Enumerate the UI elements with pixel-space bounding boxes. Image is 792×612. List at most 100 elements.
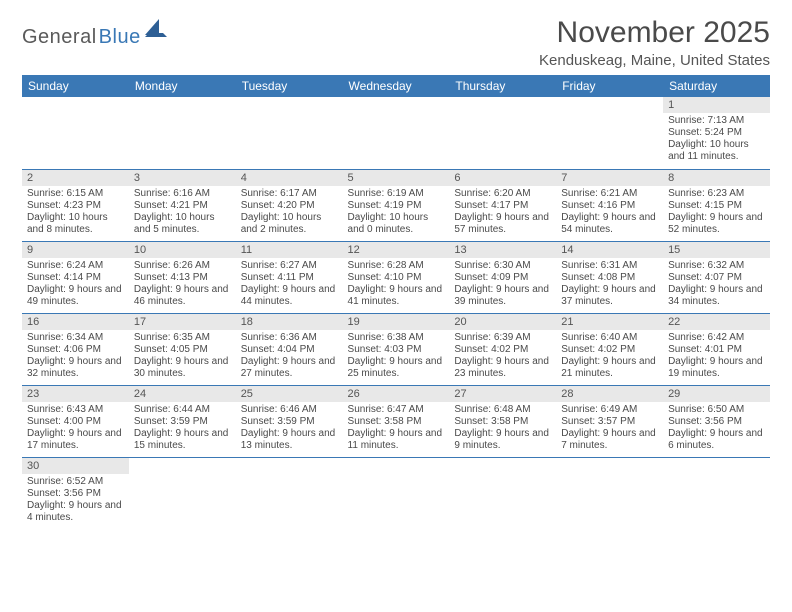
sunrise: Sunrise: 6:20 AM — [454, 188, 551, 200]
logo: General Blue — [22, 16, 167, 49]
day-number: 23 — [22, 386, 129, 402]
day-body: Sunrise: 6:50 AMSunset: 3:56 PMDaylight:… — [663, 402, 770, 455]
calendar-cell: 25Sunrise: 6:46 AMSunset: 3:59 PMDayligh… — [236, 385, 343, 457]
calendar-cell: 4Sunrise: 6:17 AMSunset: 4:20 PMDaylight… — [236, 169, 343, 241]
sunrise: Sunrise: 6:34 AM — [27, 332, 124, 344]
sunset: Sunset: 4:19 PM — [348, 200, 445, 212]
daylight: Daylight: 9 hours and 49 minutes. — [27, 284, 124, 308]
sunset: Sunset: 3:58 PM — [454, 416, 551, 428]
calendar-cell — [343, 457, 450, 529]
day-header: Monday — [129, 75, 236, 97]
calendar-cell: 17Sunrise: 6:35 AMSunset: 4:05 PMDayligh… — [129, 313, 236, 385]
sunrise: Sunrise: 6:16 AM — [134, 188, 231, 200]
calendar-cell: 23Sunrise: 6:43 AMSunset: 4:00 PMDayligh… — [22, 385, 129, 457]
day-number: 11 — [236, 242, 343, 258]
day-body: Sunrise: 6:40 AMSunset: 4:02 PMDaylight:… — [556, 330, 663, 383]
day-header: Thursday — [449, 75, 556, 97]
daylight: Daylight: 9 hours and 21 minutes. — [561, 356, 658, 380]
daylight: Daylight: 9 hours and 27 minutes. — [241, 356, 338, 380]
daylight: Daylight: 9 hours and 54 minutes. — [561, 212, 658, 236]
calendar-row: 2Sunrise: 6:15 AMSunset: 4:23 PMDaylight… — [22, 169, 770, 241]
day-body: Sunrise: 6:44 AMSunset: 3:59 PMDaylight:… — [129, 402, 236, 455]
day-body: Sunrise: 6:43 AMSunset: 4:00 PMDaylight:… — [22, 402, 129, 455]
sunrise: Sunrise: 6:42 AM — [668, 332, 765, 344]
calendar-cell: 24Sunrise: 6:44 AMSunset: 3:59 PMDayligh… — [129, 385, 236, 457]
sunset: Sunset: 4:08 PM — [561, 272, 658, 284]
sunrise: Sunrise: 6:30 AM — [454, 260, 551, 272]
page: General Blue November 2025 Kenduskeag, M… — [0, 0, 792, 545]
sunrise: Sunrise: 6:49 AM — [561, 404, 658, 416]
daylight: Daylight: 9 hours and 4 minutes. — [27, 500, 124, 524]
calendar-head: SundayMondayTuesdayWednesdayThursdayFrid… — [22, 75, 770, 97]
day-body: Sunrise: 6:46 AMSunset: 3:59 PMDaylight:… — [236, 402, 343, 455]
day-body: Sunrise: 6:36 AMSunset: 4:04 PMDaylight:… — [236, 330, 343, 383]
daylight: Daylight: 9 hours and 52 minutes. — [668, 212, 765, 236]
sunrise: Sunrise: 6:39 AM — [454, 332, 551, 344]
sunrise: Sunrise: 6:40 AM — [561, 332, 658, 344]
daylight: Daylight: 9 hours and 32 minutes. — [27, 356, 124, 380]
day-body: Sunrise: 7:13 AMSunset: 5:24 PMDaylight:… — [663, 113, 770, 166]
day-number: 19 — [343, 314, 450, 330]
daylight: Daylight: 9 hours and 34 minutes. — [668, 284, 765, 308]
daylight: Daylight: 9 hours and 7 minutes. — [561, 428, 658, 452]
calendar-cell: 27Sunrise: 6:48 AMSunset: 3:58 PMDayligh… — [449, 385, 556, 457]
day-number: 12 — [343, 242, 450, 258]
daylight: Daylight: 9 hours and 37 minutes. — [561, 284, 658, 308]
day-header: Tuesday — [236, 75, 343, 97]
day-number: 14 — [556, 242, 663, 258]
day-body: Sunrise: 6:17 AMSunset: 4:20 PMDaylight:… — [236, 186, 343, 239]
daylight: Daylight: 9 hours and 44 minutes. — [241, 284, 338, 308]
sunset: Sunset: 4:23 PM — [27, 200, 124, 212]
sunrise: Sunrise: 6:52 AM — [27, 476, 124, 488]
sunset: Sunset: 3:56 PM — [27, 488, 124, 500]
day-body: Sunrise: 6:31 AMSunset: 4:08 PMDaylight:… — [556, 258, 663, 311]
day-header: Saturday — [663, 75, 770, 97]
title-block: November 2025 Kenduskeag, Maine, United … — [539, 16, 770, 69]
sunset: Sunset: 3:59 PM — [241, 416, 338, 428]
day-body: Sunrise: 6:19 AMSunset: 4:19 PMDaylight:… — [343, 186, 450, 239]
sunrise: Sunrise: 6:48 AM — [454, 404, 551, 416]
sunset: Sunset: 4:17 PM — [454, 200, 551, 212]
day-number: 21 — [556, 314, 663, 330]
sunrise: Sunrise: 6:46 AM — [241, 404, 338, 416]
day-number: 28 — [556, 386, 663, 402]
daylight: Daylight: 9 hours and 23 minutes. — [454, 356, 551, 380]
daylight: Daylight: 9 hours and 13 minutes. — [241, 428, 338, 452]
day-number: 16 — [22, 314, 129, 330]
header: General Blue November 2025 Kenduskeag, M… — [22, 16, 770, 69]
daylight: Daylight: 9 hours and 46 minutes. — [134, 284, 231, 308]
day-number: 2 — [22, 170, 129, 186]
day-number: 18 — [236, 314, 343, 330]
sunrise: Sunrise: 6:47 AM — [348, 404, 445, 416]
daylight: Daylight: 9 hours and 39 minutes. — [454, 284, 551, 308]
calendar-cell: 30Sunrise: 6:52 AMSunset: 3:56 PMDayligh… — [22, 457, 129, 529]
day-number: 13 — [449, 242, 556, 258]
day-number: 17 — [129, 314, 236, 330]
calendar-cell — [129, 457, 236, 529]
sunrise: Sunrise: 6:35 AM — [134, 332, 231, 344]
sunrise: Sunrise: 6:19 AM — [348, 188, 445, 200]
daylight: Daylight: 9 hours and 11 minutes. — [348, 428, 445, 452]
calendar-cell — [663, 457, 770, 529]
day-body: Sunrise: 6:35 AMSunset: 4:05 PMDaylight:… — [129, 330, 236, 383]
sunset: Sunset: 4:13 PM — [134, 272, 231, 284]
calendar-table: SundayMondayTuesdayWednesdayThursdayFrid… — [22, 75, 770, 529]
day-number: 15 — [663, 242, 770, 258]
calendar-cell — [129, 97, 236, 169]
calendar-cell — [449, 457, 556, 529]
day-body: Sunrise: 6:21 AMSunset: 4:16 PMDaylight:… — [556, 186, 663, 239]
day-body: Sunrise: 6:48 AMSunset: 3:58 PMDaylight:… — [449, 402, 556, 455]
sunset: Sunset: 4:10 PM — [348, 272, 445, 284]
calendar-cell: 3Sunrise: 6:16 AMSunset: 4:21 PMDaylight… — [129, 169, 236, 241]
day-number: 4 — [236, 170, 343, 186]
sunrise: Sunrise: 6:23 AM — [668, 188, 765, 200]
sunset: Sunset: 5:24 PM — [668, 127, 765, 139]
sunset: Sunset: 4:09 PM — [454, 272, 551, 284]
daylight: Daylight: 10 hours and 2 minutes. — [241, 212, 338, 236]
calendar-cell: 1Sunrise: 7:13 AMSunset: 5:24 PMDaylight… — [663, 97, 770, 169]
logo-text-general: General — [22, 26, 97, 49]
sunset: Sunset: 4:20 PM — [241, 200, 338, 212]
day-body: Sunrise: 6:24 AMSunset: 4:14 PMDaylight:… — [22, 258, 129, 311]
day-body: Sunrise: 6:42 AMSunset: 4:01 PMDaylight:… — [663, 330, 770, 383]
day-body: Sunrise: 6:30 AMSunset: 4:09 PMDaylight:… — [449, 258, 556, 311]
